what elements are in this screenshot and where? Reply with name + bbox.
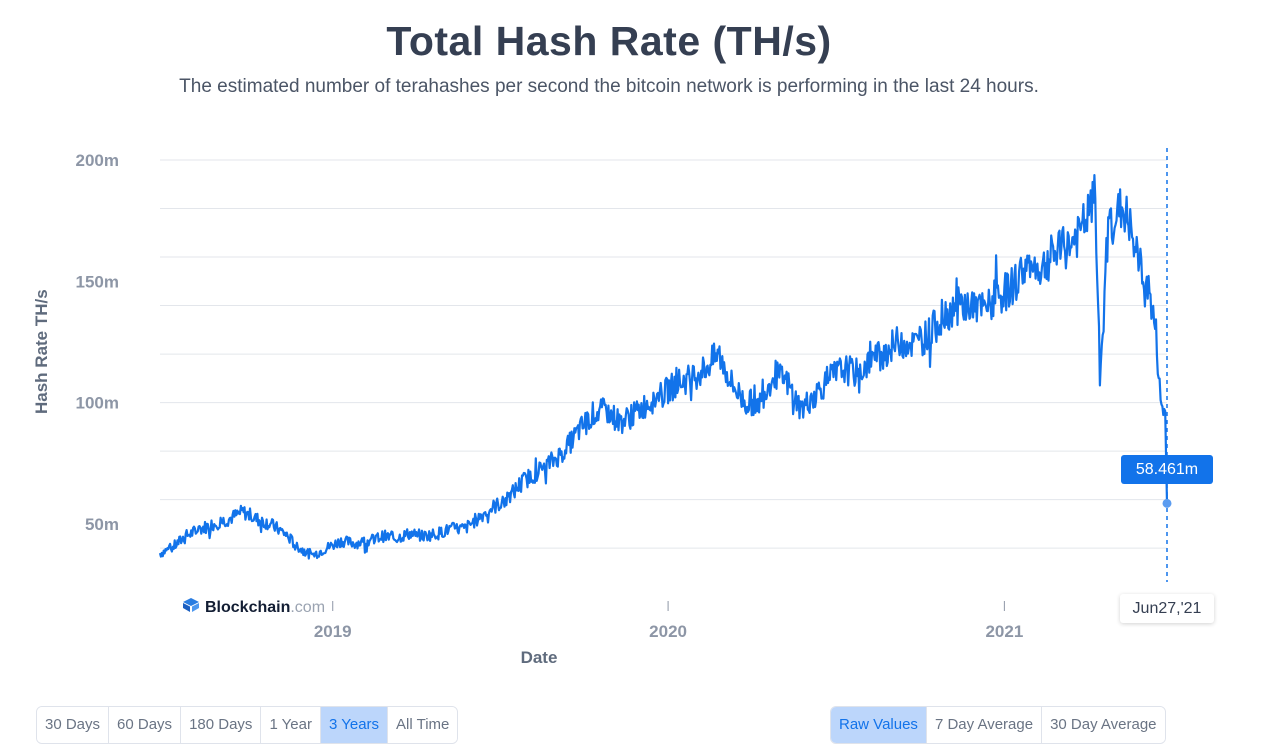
y-tick-label: 200m bbox=[76, 151, 119, 170]
blockchain-logo[interactable]: Blockchain .com bbox=[182, 597, 325, 618]
y-tick-label: 150m bbox=[76, 272, 119, 291]
blockchain-logo-icon bbox=[182, 597, 200, 618]
logo-text: Blockchain bbox=[205, 598, 291, 616]
raw-values-button[interactable]: Raw Values bbox=[831, 707, 927, 743]
y-tick-label: 100m bbox=[76, 394, 119, 413]
x-tick-label: 2020 bbox=[649, 622, 687, 641]
time-range-selector: 30 Days 60 Days 180 Days 1 Year 3 Years … bbox=[36, 706, 459, 744]
hash-rate-chart[interactable]: 50m 100m 150m 200m 2019 2020 2021 bbox=[0, 0, 1274, 690]
x-axis-label: Date bbox=[520, 648, 558, 667]
value-tooltip: 58.461m bbox=[1121, 455, 1213, 484]
page-title: Total Hash Rate (TH/s) bbox=[386, 18, 832, 64]
range-180-days-button[interactable]: 180 Days bbox=[181, 707, 262, 743]
range-30-days-button[interactable]: 30 Days bbox=[37, 707, 110, 743]
logo-suffix: .com bbox=[290, 598, 326, 616]
page-subtitle: The estimated number of terahashes per s… bbox=[179, 76, 1039, 97]
highlight-point bbox=[1162, 498, 1172, 508]
x-tick-label: 2021 bbox=[985, 622, 1023, 641]
7-day-average-button[interactable]: 7 Day Average bbox=[926, 707, 1043, 743]
range-1-year-button[interactable]: 1 Year bbox=[261, 707, 321, 743]
average-selector: Raw Values 7 Day Average 30 Day Average bbox=[830, 706, 1166, 744]
y-axis-label: Hash Rate TH/s bbox=[32, 289, 51, 414]
series-line-hash-rate bbox=[158, 174, 1169, 560]
x-tick-label: 2019 bbox=[314, 622, 352, 641]
y-tick-label: 50m bbox=[85, 515, 119, 534]
date-badge: Jun27,'21 bbox=[1120, 594, 1214, 623]
range-3-years-button[interactable]: 3 Years bbox=[320, 707, 389, 743]
range-all-time-button[interactable]: All Time bbox=[388, 707, 458, 743]
30-day-average-button[interactable]: 30 Day Average bbox=[1042, 707, 1165, 743]
range-60-days-button[interactable]: 60 Days bbox=[109, 707, 182, 743]
